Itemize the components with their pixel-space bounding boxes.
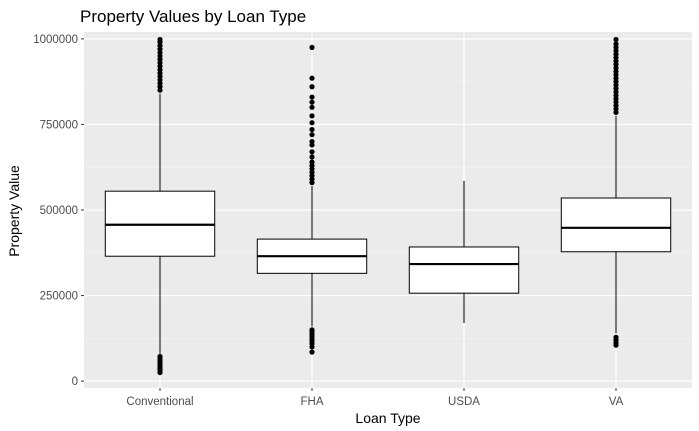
y-axis-ticks: 0 250000 500000 750000 1000000 <box>33 34 84 388</box>
outlier-point <box>309 349 315 355</box>
chart-title: Property Values by Loan Type <box>80 7 306 26</box>
outlier-point <box>309 132 315 138</box>
box-usda <box>408 180 520 323</box>
x-axis-ticks: Conventional FHA USDA VA <box>126 388 624 408</box>
x-tick-label: VA <box>609 396 624 408</box>
box-fha <box>256 44 368 355</box>
outlier-point <box>309 94 315 100</box>
outlier-point <box>309 84 315 90</box>
outlier-point <box>309 149 315 155</box>
box-va <box>560 36 672 348</box>
outlier-point <box>309 159 315 165</box>
iqr-box <box>560 197 672 253</box>
x-tick-label: FHA <box>301 396 324 408</box>
outlier-point <box>309 104 315 110</box>
outlier-point <box>613 334 619 340</box>
x-tick-label: Conventional <box>126 396 193 408</box>
x-tick-label: USDA <box>448 396 480 408</box>
iqr-box <box>408 246 520 294</box>
outlier-point <box>613 41 619 47</box>
outlier-point <box>309 99 315 105</box>
y-axis-title: Property Value <box>6 165 22 257</box>
y-tick-label: 500000 <box>40 205 78 217</box>
y-tick-label: 0 <box>72 376 78 388</box>
outlier-point <box>157 36 163 43</box>
outlier-point <box>309 75 315 81</box>
outlier-point <box>309 126 315 133</box>
y-tick-label: 750000 <box>40 119 78 131</box>
outlier-point <box>309 113 315 119</box>
y-tick-label: 1000000 <box>33 34 78 46</box>
box-series <box>104 36 672 376</box>
outlier-point <box>309 154 315 160</box>
outlier-point <box>309 327 315 333</box>
y-tick-label: 250000 <box>40 291 78 303</box>
outlier-point <box>309 138 315 145</box>
outlier-point <box>309 120 315 126</box>
outlier-point <box>613 36 619 43</box>
outlier-point <box>309 44 315 51</box>
box-conventional <box>104 36 216 376</box>
x-axis-title: Loan Type <box>355 410 420 426</box>
outlier-point <box>157 353 163 360</box>
